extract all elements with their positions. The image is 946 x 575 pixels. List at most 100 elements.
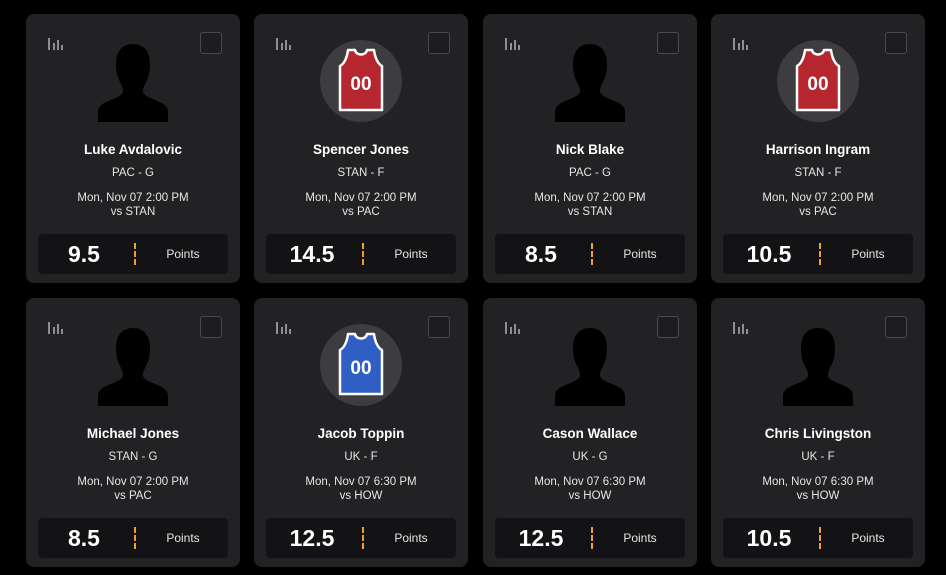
select-checkbox[interactable] xyxy=(428,32,450,54)
jersey-avatar: 00 xyxy=(777,40,859,122)
game-time: Mon, Nov 07 2:00 PM xyxy=(77,192,189,204)
player-name: Nick Blake xyxy=(555,142,625,157)
svg-text:00: 00 xyxy=(350,358,371,379)
projection-line[interactable]: 12.5 Points xyxy=(495,518,685,558)
player-card[interactable]: Nick Blake PAC - G Mon, Nov 07 2:00 PM vs S… xyxy=(483,14,697,283)
player-card[interactable]: Michael Jones STAN - G Mon, Nov 07 2:00 PM… xyxy=(26,298,240,567)
team-position: PAC - G xyxy=(112,167,154,179)
jersey-avatar: 00 xyxy=(320,40,402,122)
player-name: Harrison Ingram xyxy=(765,142,871,157)
player-card[interactable]: Luke Avdalovic PAC - G Mon, Nov 07 2:00 PM… xyxy=(26,14,240,283)
player-card[interactable]: Chris Livingston UK - F Mon, Nov 07 6:30 P… xyxy=(711,298,925,567)
stat-type: Points xyxy=(623,531,657,545)
opponent: vs HOW xyxy=(796,490,840,502)
opponent: vs STAN xyxy=(110,206,156,218)
game-time: Mon, Nov 07 2:00 PM xyxy=(534,192,646,204)
player-silhouette-icon xyxy=(549,324,631,406)
player-silhouette-icon xyxy=(549,40,631,122)
jersey-icon: 00 xyxy=(320,324,402,411)
svg-text:00: 00 xyxy=(807,74,828,95)
stat-type: Points xyxy=(166,531,200,545)
select-checkbox[interactable] xyxy=(657,316,679,338)
player-card[interactable]: 00 Jacob Toppin UK - F Mon, Nov 07 6:30 PM v… xyxy=(254,298,468,567)
game-time: Mon, Nov 07 2:00 PM xyxy=(77,476,189,488)
team-position: STAN - F xyxy=(337,167,385,179)
opponent: vs PAC xyxy=(114,490,152,502)
team-position: STAN - G xyxy=(108,451,158,463)
player-card[interactable]: Cason Wallace UK - G Mon, Nov 07 6:30 PM vs… xyxy=(483,298,697,567)
player-name: Jacob Toppin xyxy=(317,426,405,441)
game-time: Mon, Nov 07 2:00 PM xyxy=(762,192,874,204)
select-checkbox[interactable] xyxy=(885,316,907,338)
projection-line[interactable]: 14.5 Points xyxy=(266,234,456,274)
line-value: 9.5 xyxy=(68,241,100,267)
jersey-icon: 00 xyxy=(777,40,859,127)
player-name: Cason Wallace xyxy=(542,426,638,441)
player-card[interactable]: 00 Spencer Jones STAN - F Mon, Nov 07 2:00 … xyxy=(254,14,468,283)
line-value: 10.5 xyxy=(746,241,792,267)
player-name: Michael Jones xyxy=(86,426,180,441)
line-value: 8.5 xyxy=(68,525,100,551)
bar-chart-icon[interactable] xyxy=(276,320,292,334)
line-value: 12.5 xyxy=(518,525,564,551)
projection-line[interactable]: 9.5 Points xyxy=(38,234,228,274)
game-time: Mon, Nov 07 6:30 PM xyxy=(762,476,874,488)
game-info: Mon, Nov 07 6:30 PM vs HOW xyxy=(483,475,697,503)
player-name: Chris Livingston xyxy=(764,426,872,441)
player-card[interactable]: 00 Harrison Ingram STAN - F Mon, Nov 07 2:0… xyxy=(711,14,925,283)
line-value: 12.5 xyxy=(289,525,335,551)
line-divider xyxy=(362,527,364,549)
stat-type: Points xyxy=(851,531,885,545)
jersey-icon: 00 xyxy=(320,40,402,127)
opponent: vs HOW xyxy=(339,490,383,502)
bar-chart-icon[interactable] xyxy=(48,320,64,334)
stat-type: Points xyxy=(394,247,428,261)
line-value: 8.5 xyxy=(525,241,557,267)
line-divider xyxy=(134,243,136,265)
game-info: Mon, Nov 07 6:30 PM vs HOW xyxy=(711,475,925,503)
team-position: STAN - F xyxy=(794,167,842,179)
line-divider xyxy=(362,243,364,265)
jersey-avatar: 00 xyxy=(320,324,402,406)
stat-type: Points xyxy=(394,531,428,545)
game-info: Mon, Nov 07 6:30 PM vs HOW xyxy=(254,475,468,503)
select-checkbox[interactable] xyxy=(200,32,222,54)
game-info: Mon, Nov 07 2:00 PM vs PAC xyxy=(711,191,925,219)
opponent: vs PAC xyxy=(342,206,380,218)
select-checkbox[interactable] xyxy=(200,316,222,338)
select-checkbox[interactable] xyxy=(657,32,679,54)
player-silhouette-icon xyxy=(92,324,174,406)
select-checkbox[interactable] xyxy=(428,316,450,338)
team-position: UK - G xyxy=(572,451,608,463)
bar-chart-icon[interactable] xyxy=(505,36,521,50)
projection-line[interactable]: 10.5 Points xyxy=(723,234,913,274)
bar-chart-icon[interactable] xyxy=(733,320,749,334)
game-info: Mon, Nov 07 2:00 PM vs STAN xyxy=(483,191,697,219)
projection-line[interactable]: 8.5 Points xyxy=(38,518,228,558)
player-silhouette-icon xyxy=(92,40,174,122)
bar-chart-icon[interactable] xyxy=(505,320,521,334)
game-info: Mon, Nov 07 2:00 PM vs PAC xyxy=(254,191,468,219)
stat-type: Points xyxy=(851,247,885,261)
projection-line[interactable]: 8.5 Points xyxy=(495,234,685,274)
opponent: vs STAN xyxy=(567,206,613,218)
bar-chart-icon[interactable] xyxy=(733,36,749,50)
line-divider xyxy=(134,527,136,549)
svg-text:00: 00 xyxy=(350,74,371,95)
player-name: Spencer Jones xyxy=(312,142,410,157)
player-silhouette-icon xyxy=(777,324,859,406)
team-position: PAC - G xyxy=(569,167,611,179)
game-time: Mon, Nov 07 6:30 PM xyxy=(305,476,417,488)
projection-line[interactable]: 12.5 Points xyxy=(266,518,456,558)
line-divider xyxy=(819,243,821,265)
bar-chart-icon[interactable] xyxy=(48,36,64,50)
select-checkbox[interactable] xyxy=(885,32,907,54)
opponent: vs HOW xyxy=(568,490,612,502)
line-divider xyxy=(591,527,593,549)
stat-type: Points xyxy=(623,247,657,261)
projection-line[interactable]: 10.5 Points xyxy=(723,518,913,558)
bar-chart-icon[interactable] xyxy=(276,36,292,50)
team-position: UK - F xyxy=(344,451,378,463)
line-divider xyxy=(819,527,821,549)
